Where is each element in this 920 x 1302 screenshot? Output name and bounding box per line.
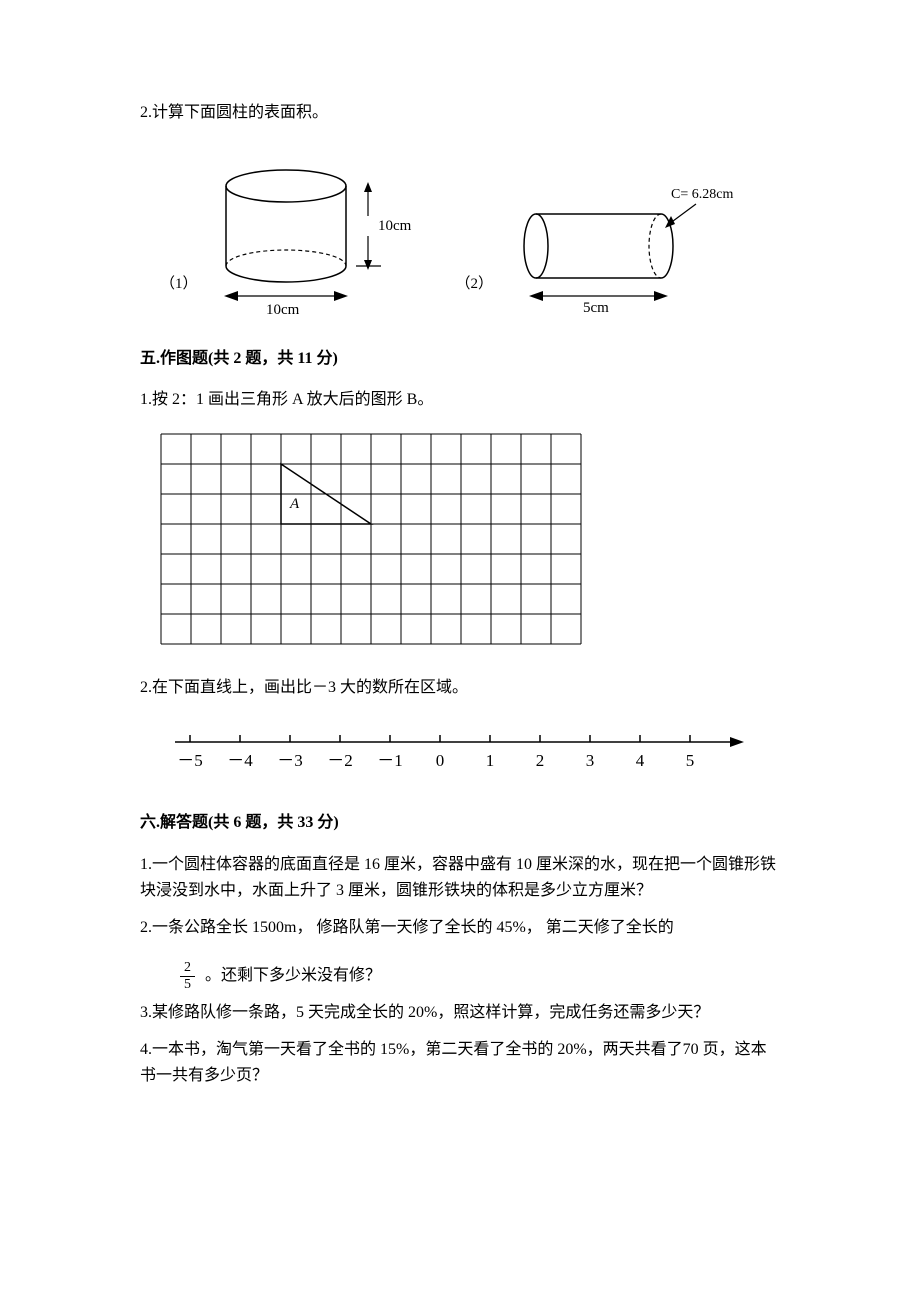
cylinder-1-svg: 10cm 10cm: [206, 156, 426, 316]
fig2-wrap: （2） C= 6.28cm 5cm: [456, 186, 742, 316]
number-line-svg: －5 －4 －3 －2 －1 0 1 2 3 4 5: [160, 720, 750, 780]
fig2-len-label: 5cm: [583, 300, 609, 316]
cylinder-figures: （1） 10cm 10cm （2）: [160, 156, 780, 316]
s5-q1-text: 1.按 2：1 画出三角形 A 放大后的图形 B。: [140, 387, 780, 413]
number-line-figure: －5 －4 －3 －2 －1 0 1 2 3 4 5: [160, 720, 780, 780]
fraction-den: 5: [184, 977, 191, 992]
svg-text:4: 4: [636, 751, 645, 770]
svg-text:－5: －5: [177, 751, 203, 770]
section5-title: 五.作图题(共 2 题，共 11 分): [140, 346, 780, 372]
svg-text:－2: －2: [327, 751, 353, 770]
s6-q2a: 2.一条公路全长 1500m， 修路队第一天修了全长的 45%， 第二天修了全长…: [140, 915, 780, 941]
s6-q4: 4.一本书，淘气第一天看了全书的 15%，第二天看了全书的 20%，两天共看了7…: [140, 1037, 780, 1088]
svg-text:－1: －1: [377, 751, 403, 770]
fig2-label: （2）: [456, 272, 494, 296]
fig1-wrap: （1） 10cm 10cm: [160, 156, 426, 316]
s6-q2b: 。还剩下多少米没有修？: [205, 963, 381, 989]
q-cylinder-text: 2.计算下面圆柱的表面积。: [140, 104, 328, 121]
svg-text:0: 0: [436, 751, 445, 770]
svg-text:A: A: [289, 496, 300, 512]
fig1-height-label: 10cm: [378, 218, 412, 234]
cylinder-2-svg: C= 6.28cm 5cm: [501, 186, 741, 316]
grid-figure: A: [160, 433, 780, 645]
svg-text:1: 1: [486, 751, 495, 770]
fig1-label: （1）: [160, 272, 198, 296]
svg-text:2: 2: [536, 751, 545, 770]
s6-q1: 1.一个圆柱体容器的底面直径是 16 厘米，容器中盛有 10 厘米深的水，现在把…: [140, 852, 780, 903]
fig2-circ-label: C= 6.28cm: [671, 187, 733, 202]
q-cylinder-surface: 2.计算下面圆柱的表面积。: [140, 100, 780, 126]
svg-text:3: 3: [586, 751, 595, 770]
s5-q2-text: 2.在下面直线上，画出比－3 大的数所在区域。: [140, 675, 780, 701]
section6-title: 六.解答题(共 6 题，共 33 分): [140, 810, 780, 836]
s6-q2-frac-line: 2 5 。还剩下多少米没有修？: [180, 961, 381, 992]
svg-text:－3: －3: [277, 751, 303, 770]
triangle-grid-svg: A: [160, 433, 582, 645]
fraction-num: 2: [180, 961, 195, 977]
fig1-diam-label: 10cm: [266, 302, 300, 316]
fraction: 2 5: [180, 961, 195, 992]
s6-q3: 3.某修路队修一条路，5 天完成全长的 20%，照这样计算，完成任务还需多少天？: [140, 1000, 780, 1026]
svg-text:5: 5: [686, 751, 695, 770]
svg-text:－4: －4: [227, 751, 253, 770]
